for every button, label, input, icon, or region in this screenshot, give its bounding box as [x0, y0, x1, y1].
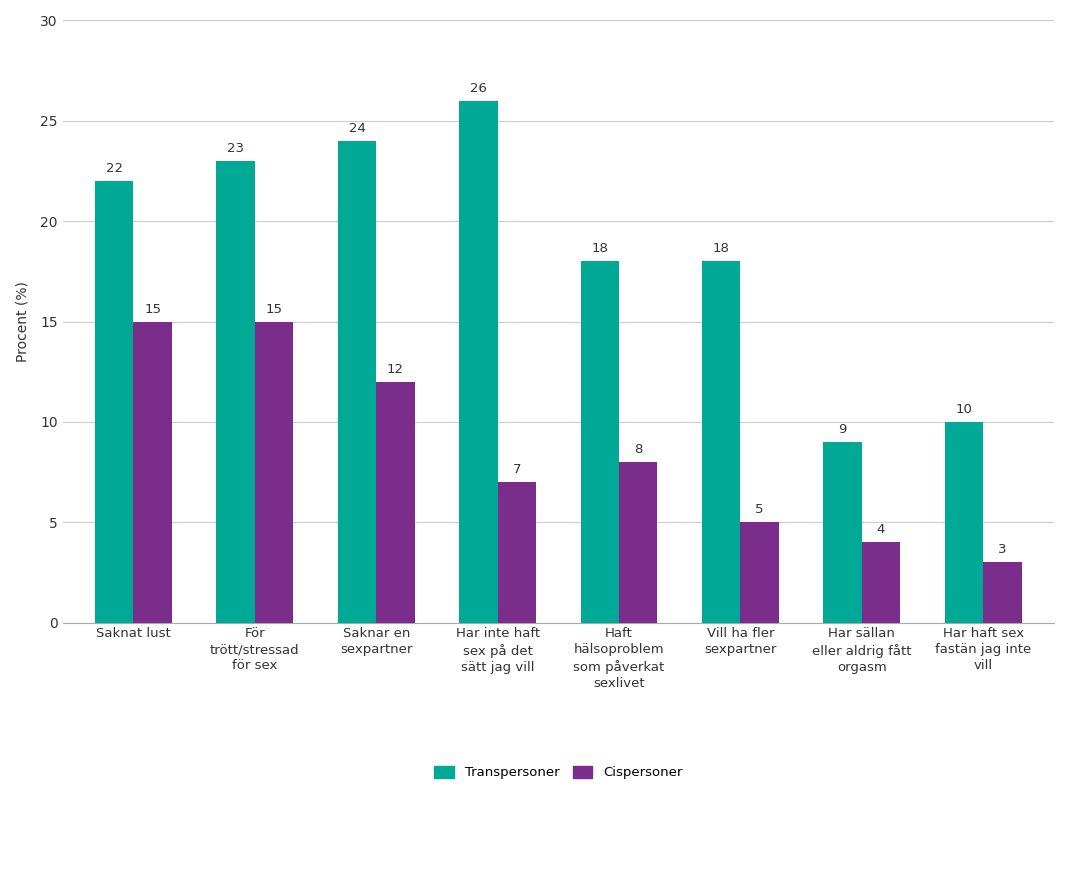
Text: 18: 18: [713, 242, 730, 255]
Text: 8: 8: [634, 443, 642, 456]
Text: 12: 12: [387, 362, 404, 375]
Bar: [95, 181, 134, 623]
Text: 5: 5: [756, 503, 764, 517]
Text: 24: 24: [348, 122, 366, 135]
Bar: [619, 462, 657, 623]
Text: 4: 4: [877, 523, 885, 537]
Text: 15: 15: [265, 302, 282, 315]
Text: 26: 26: [470, 82, 486, 95]
Text: 7: 7: [512, 463, 521, 476]
Legend: Transpersoner, Cispersoner: Transpersoner, Cispersoner: [429, 760, 687, 785]
Bar: [338, 141, 376, 623]
Bar: [741, 523, 779, 623]
Bar: [702, 261, 741, 623]
Text: 22: 22: [106, 162, 123, 175]
Bar: [983, 563, 1022, 623]
Text: 9: 9: [838, 423, 847, 436]
Text: 3: 3: [998, 544, 1007, 557]
Bar: [460, 101, 497, 623]
Y-axis label: Procent (%): Procent (%): [15, 281, 29, 362]
Text: 18: 18: [591, 242, 608, 255]
Bar: [216, 161, 254, 623]
Bar: [823, 442, 862, 623]
Bar: [497, 482, 536, 623]
Bar: [862, 543, 900, 623]
Bar: [254, 321, 293, 623]
Text: 23: 23: [227, 142, 244, 155]
Bar: [134, 321, 172, 623]
Bar: [580, 261, 619, 623]
Bar: [376, 381, 415, 623]
Text: 10: 10: [956, 403, 973, 415]
Text: 15: 15: [144, 302, 161, 315]
Bar: [945, 422, 983, 623]
